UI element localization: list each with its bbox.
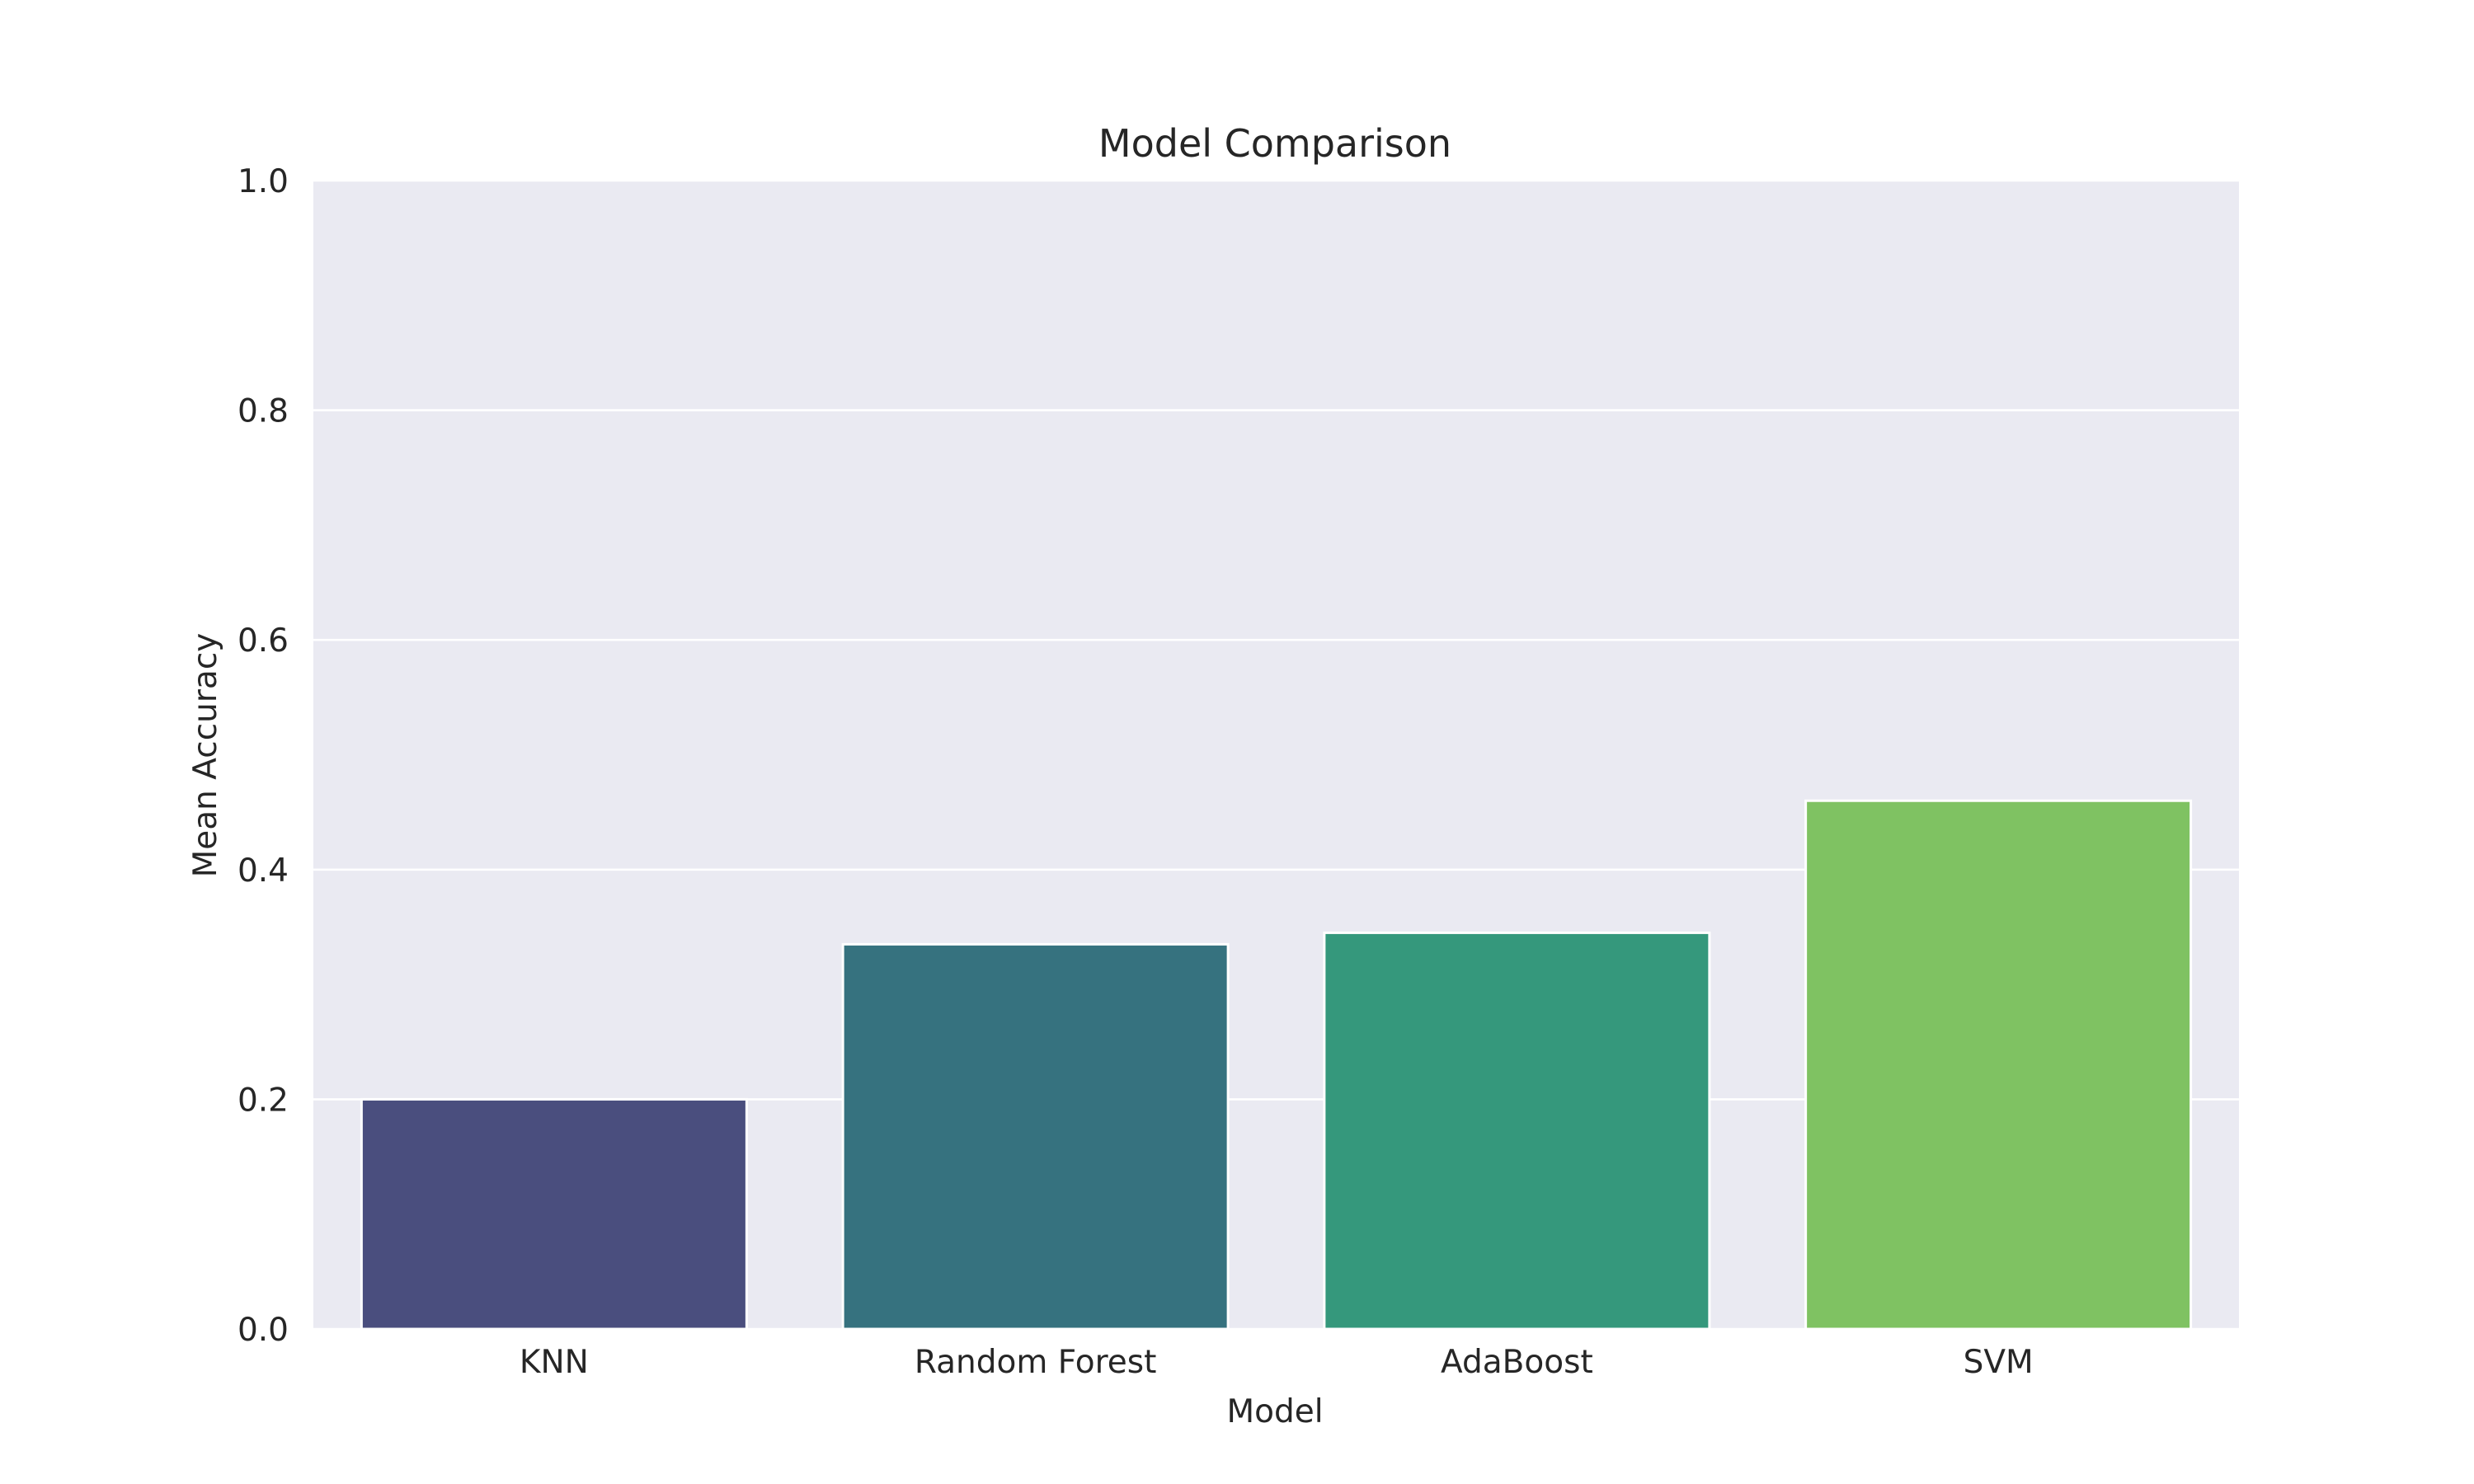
x-tick-label: SVM: [1964, 1344, 2034, 1381]
y-tick-label: 1.0: [238, 163, 289, 200]
x-axis-label: Model: [1226, 1393, 1323, 1430]
y-tick-label: 0.6: [238, 622, 289, 660]
x-tick-label: Random Forest: [915, 1344, 1157, 1381]
chart-title: Model Comparison: [1098, 121, 1451, 166]
bar-svm: [1804, 799, 2193, 1331]
bar-random-forest: [841, 942, 1230, 1331]
y-tick-label: 0.2: [238, 1082, 289, 1119]
y-tick-labels: 0.0 0.2 0.4 0.6 0.8 1.0: [238, 163, 289, 1349]
y-tick-label: 0.8: [238, 393, 289, 430]
x-tick-label: KNN: [520, 1344, 589, 1381]
x-tick-label: AdaBoost: [1441, 1344, 1593, 1381]
x-tick-labels: KNN Random Forest AdaBoost SVM: [520, 1344, 2034, 1381]
y-tick-label: 0.4: [238, 852, 289, 890]
bars: [360, 799, 2193, 1331]
bar-knn: [360, 1097, 748, 1331]
y-tick-label: 0.0: [238, 1312, 289, 1349]
y-axis-label: Mean Accuracy: [187, 633, 224, 878]
bar-adaboost: [1323, 931, 1711, 1331]
